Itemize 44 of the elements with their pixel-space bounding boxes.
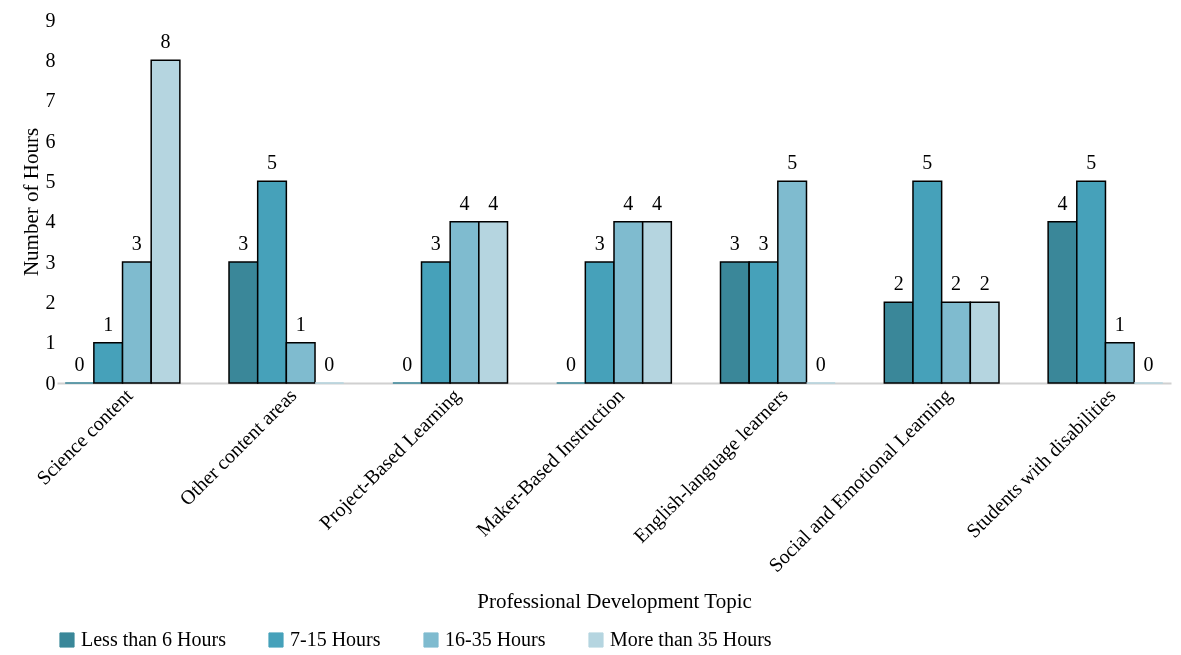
- data-label: 0: [324, 353, 335, 375]
- y-tick-label: 5: [45, 169, 56, 192]
- data-label: 0: [566, 353, 576, 375]
- data-label: 3: [758, 232, 769, 254]
- legend-label: 16-35 Hours: [445, 628, 546, 650]
- data-label: 5: [922, 151, 933, 174]
- data-label: 3: [594, 232, 605, 254]
- data-label: 5: [787, 151, 798, 174]
- y-tick-label: 4: [45, 210, 56, 233]
- data-label: 2: [950, 272, 961, 295]
- y-tick-label: 6: [45, 129, 56, 152]
- data-label: 2: [893, 272, 904, 295]
- data-label: 4: [459, 191, 470, 214]
- data-label: 1: [1114, 312, 1125, 335]
- data-label: 2: [979, 272, 990, 295]
- data-label: 1: [103, 312, 114, 335]
- data-label: 3: [131, 232, 142, 254]
- y-axis-title: Number of Hours: [18, 127, 43, 277]
- legend-label: Less than 6 Hours: [81, 628, 227, 650]
- y-tick-label: 1: [45, 331, 56, 354]
- data-label: 0: [1143, 353, 1154, 375]
- y-tick-label: 0: [45, 371, 56, 394]
- data-label: 4: [652, 191, 662, 214]
- legend-label: 7-15 Hours: [290, 628, 381, 650]
- data-label: 4: [1057, 191, 1068, 214]
- data-label: 3: [729, 232, 740, 254]
- data-label: 5: [1086, 151, 1097, 174]
- y-tick-label: 7: [45, 89, 56, 112]
- data-label: 0: [402, 353, 413, 375]
- data-label: 4: [488, 191, 499, 214]
- y-tick-label: 2: [45, 290, 56, 313]
- data-label: 3: [238, 232, 249, 254]
- x-axis-title: Professional Development Topic: [477, 588, 752, 613]
- y-tick-label: 8: [45, 48, 56, 71]
- data-label: 5: [267, 151, 278, 174]
- y-tick-label: 9: [45, 8, 56, 31]
- data-label: 1: [295, 312, 306, 335]
- data-label: 0: [815, 353, 826, 375]
- data-label: 4: [623, 191, 634, 214]
- legend-label: More than 35 Hours: [610, 628, 772, 650]
- data-label: 3: [430, 232, 441, 254]
- data-label: 0: [74, 353, 85, 375]
- y-tick-label: 3: [45, 250, 56, 273]
- data-label: 8: [160, 30, 171, 53]
